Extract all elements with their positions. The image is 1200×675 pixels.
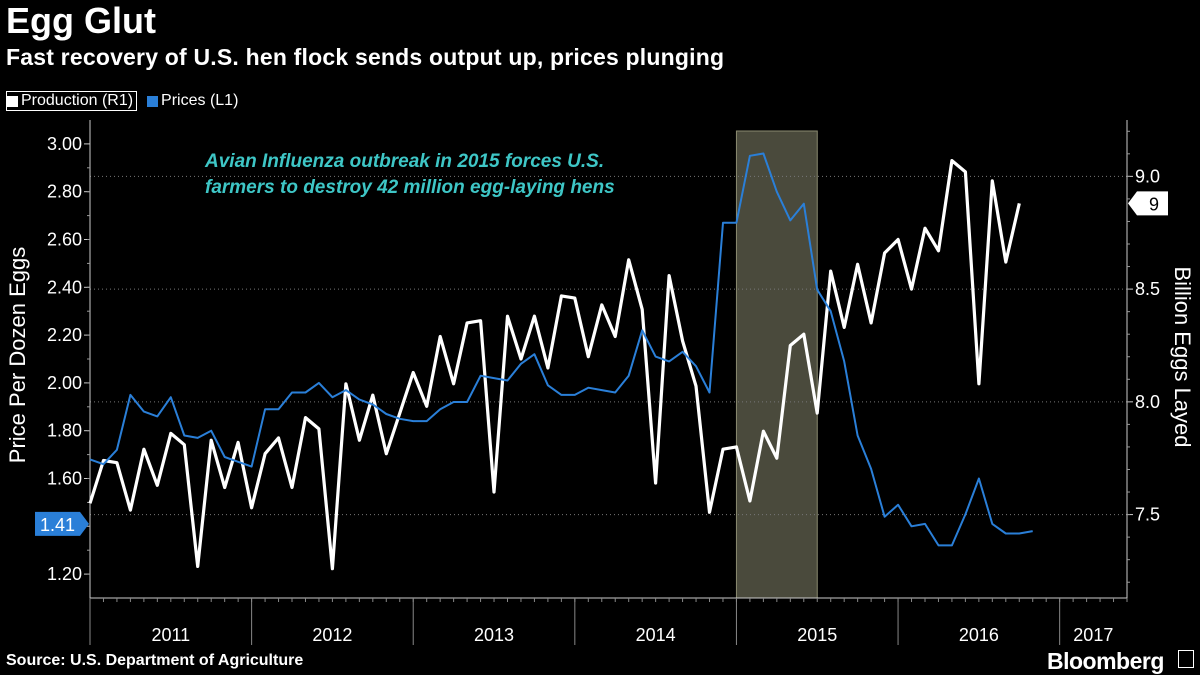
right-tick-label: 8.5 xyxy=(1135,279,1160,299)
right-tick-label: 9.0 xyxy=(1135,166,1160,186)
right-tick-label: 7.5 xyxy=(1135,505,1160,525)
legend-swatch-prices xyxy=(147,95,159,107)
chart-subtitle: Fast recovery of U.S. hen flock sends ou… xyxy=(6,44,725,70)
production-series-line xyxy=(88,159,1021,571)
left-tick-label: 2.80 xyxy=(47,182,82,202)
legend-item-prices[interactable]: Prices (L1) xyxy=(147,92,238,110)
prices-last-value-label: 1.41 xyxy=(40,515,75,535)
legend: Production (R1) Prices (L1) xyxy=(6,91,238,111)
left-axis-label: Price Per Dozen Eggs xyxy=(5,247,30,463)
legend-label-prices: Prices (L1) xyxy=(161,92,239,109)
right-tick-label: 8.0 xyxy=(1135,392,1160,412)
year-label: 2011 xyxy=(151,625,190,645)
flu-outbreak-highlight xyxy=(735,130,818,599)
production-last-value-label: 9 xyxy=(1149,194,1159,214)
left-tick-label: 1.20 xyxy=(47,564,82,584)
year-label: 2016 xyxy=(959,625,999,645)
bloomberg-logo: Bloomberg xyxy=(1047,648,1164,674)
year-label: 2013 xyxy=(474,625,514,645)
right-axis-label: Billion Eggs Layed xyxy=(1170,266,1195,447)
year-label: 2012 xyxy=(312,625,352,645)
year-label: 2017 xyxy=(1073,625,1113,645)
legend-item-production[interactable]: Production (R1) xyxy=(6,91,138,111)
left-tick-label: 1.60 xyxy=(47,469,82,489)
production-last-value-tag xyxy=(1128,191,1168,216)
left-tick-label: 2.00 xyxy=(47,373,82,393)
annotation-line-1: Avian Influenza outbreak in 2015 forces … xyxy=(204,151,604,172)
source-note: Source: U.S. Department of Agriculture xyxy=(6,652,304,669)
annotation-line-2: farmers to destroy 42 million egg-laying… xyxy=(205,177,615,198)
left-tick-label: 2.60 xyxy=(47,230,82,250)
left-tick-label: 2.20 xyxy=(47,325,82,345)
left-tick-label: 1.80 xyxy=(47,421,82,441)
year-label: 2014 xyxy=(636,625,676,645)
left-tick-label: 3.00 xyxy=(47,134,82,154)
prices-last-value-tag xyxy=(35,511,89,536)
bloomberg-box-icon xyxy=(1178,650,1194,668)
year-label: 2015 xyxy=(797,625,837,645)
chart-title: Egg Glut xyxy=(6,0,156,41)
prices-series-line xyxy=(89,152,1033,547)
legend-swatch-production xyxy=(7,95,18,107)
left-tick-label: 2.40 xyxy=(47,277,82,297)
legend-label-production: Production (R1) xyxy=(21,92,134,109)
